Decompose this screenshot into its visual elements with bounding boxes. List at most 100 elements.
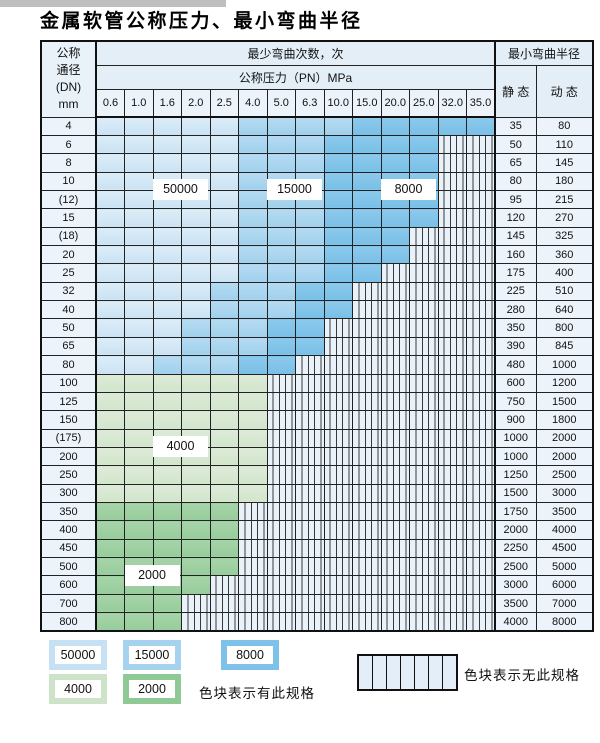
spec-cell xyxy=(124,410,154,430)
dn-cell: 200 xyxy=(40,446,97,467)
static-radius-cell: 1500 xyxy=(494,483,537,504)
no-spec-cell xyxy=(466,281,496,302)
spec-cell xyxy=(238,171,268,191)
no-spec-cell xyxy=(380,428,410,448)
no-spec-cell xyxy=(466,502,496,522)
static-radius-cell: 390 xyxy=(494,336,537,357)
spec-cell xyxy=(238,189,268,210)
no-spec-cell xyxy=(437,281,467,302)
dynamic-radius-cell: 3500 xyxy=(535,502,594,522)
static-radius-cell: 350 xyxy=(494,318,537,338)
no-spec-cell xyxy=(409,538,439,559)
dynamic-radius-cell: 215 xyxy=(535,189,594,210)
spec-table: 公称 通径 (DN) mm 最少弯曲次数，次 最小弯曲半径 公称压力（PN）MP… xyxy=(40,40,594,633)
no-spec-cell xyxy=(380,300,410,320)
legend-swatch-50000: 50000 xyxy=(49,640,107,670)
spec-cell xyxy=(95,116,125,136)
spec-cell xyxy=(124,446,154,467)
spec-cell xyxy=(124,612,154,632)
dynamic-radius-cell: 400 xyxy=(535,263,594,283)
cycle-count-label: 8000 xyxy=(381,178,436,200)
dynamic-radius-cell: 1200 xyxy=(535,373,594,393)
spec-cell xyxy=(323,245,353,265)
no-spec-cell xyxy=(323,502,353,522)
no-spec-cell xyxy=(295,502,325,522)
dynamic-radius-cell: 4000 xyxy=(535,520,594,540)
spec-cell xyxy=(152,134,182,155)
no-spec-cell xyxy=(266,502,296,522)
no-spec-cell xyxy=(352,281,382,302)
pressure-col-header: 32.0 xyxy=(437,88,467,118)
no-spec-cell xyxy=(466,318,496,338)
spec-cell xyxy=(181,245,211,265)
spec-cell xyxy=(295,245,325,265)
no-spec-cell xyxy=(295,483,325,504)
spec-cell xyxy=(124,116,154,136)
spec-cell xyxy=(238,373,268,393)
spec-cell xyxy=(323,189,353,210)
no-spec-cell xyxy=(295,410,325,430)
no-spec-cell xyxy=(380,557,410,577)
no-spec-cell xyxy=(380,318,410,338)
table-header: 公称 通径 (DN) mm 最少弯曲次数，次 最小弯曲半径 公称压力（PN）MP… xyxy=(40,40,594,118)
spec-cell xyxy=(209,134,239,155)
no-spec-cell xyxy=(352,557,382,577)
spec-cell xyxy=(95,355,125,375)
static-radius-cell: 4000 xyxy=(494,612,537,632)
no-spec-cell xyxy=(437,428,467,448)
dn-header-line: mm xyxy=(58,97,79,112)
no-spec-cell xyxy=(466,446,496,467)
no-spec-cell xyxy=(466,373,496,393)
no-spec-cell xyxy=(409,557,439,577)
dynamic-radius-cell: 845 xyxy=(535,336,594,357)
table-row: 15 120 270 xyxy=(40,208,594,228)
dynamic-radius-cell: 1000 xyxy=(535,355,594,375)
legend-swatch-label: 8000 xyxy=(236,648,264,662)
no-spec-cell xyxy=(437,502,467,522)
dn-cell: 125 xyxy=(40,391,97,412)
static-radius-cell: 1000 xyxy=(494,446,537,467)
dn-cell: 500 xyxy=(40,557,97,577)
dn-header-line: 通径 xyxy=(56,63,81,78)
spec-cell xyxy=(323,263,353,283)
no-spec-cell xyxy=(181,593,211,614)
spec-cell xyxy=(152,318,182,338)
spec-cell xyxy=(209,263,239,283)
spec-cell xyxy=(295,336,325,357)
no-spec-cell xyxy=(352,391,382,412)
no-spec-cell xyxy=(437,318,467,338)
no-spec-cell xyxy=(409,446,439,467)
static-radius-cell: 1250 xyxy=(494,465,537,485)
dn-cell: 32 xyxy=(40,281,97,302)
no-spec-cell xyxy=(409,465,439,485)
spec-cell xyxy=(266,116,296,136)
pressure-col-header: 4.0 xyxy=(238,88,268,118)
legend-unavailable-text: 色块表示无此规格 xyxy=(464,668,580,683)
no-spec-cell xyxy=(437,226,467,247)
spec-cell xyxy=(352,245,382,265)
spec-cell xyxy=(209,355,239,375)
spec-cell xyxy=(181,318,211,338)
spec-cell xyxy=(95,189,125,210)
spec-cell xyxy=(238,355,268,375)
static-radius-cell: 120 xyxy=(494,208,537,228)
dynamic-radius-cell: 5000 xyxy=(535,557,594,577)
no-spec-cell xyxy=(209,593,239,614)
no-spec-cell xyxy=(266,557,296,577)
spec-cell xyxy=(181,116,211,136)
no-spec-cell xyxy=(409,355,439,375)
dn-cell: 600 xyxy=(40,575,97,595)
spec-cell xyxy=(95,245,125,265)
spec-cell xyxy=(238,300,268,320)
no-spec-cell xyxy=(323,465,353,485)
spec-cell xyxy=(152,612,182,632)
spec-cell xyxy=(152,116,182,136)
spec-cell xyxy=(124,171,154,191)
spec-cell xyxy=(352,208,382,228)
spec-cell xyxy=(437,116,467,136)
spec-cell xyxy=(352,226,382,247)
no-spec-cell xyxy=(352,502,382,522)
no-spec-cell xyxy=(409,226,439,247)
no-spec-cell xyxy=(238,538,268,559)
no-spec-cell xyxy=(323,446,353,467)
